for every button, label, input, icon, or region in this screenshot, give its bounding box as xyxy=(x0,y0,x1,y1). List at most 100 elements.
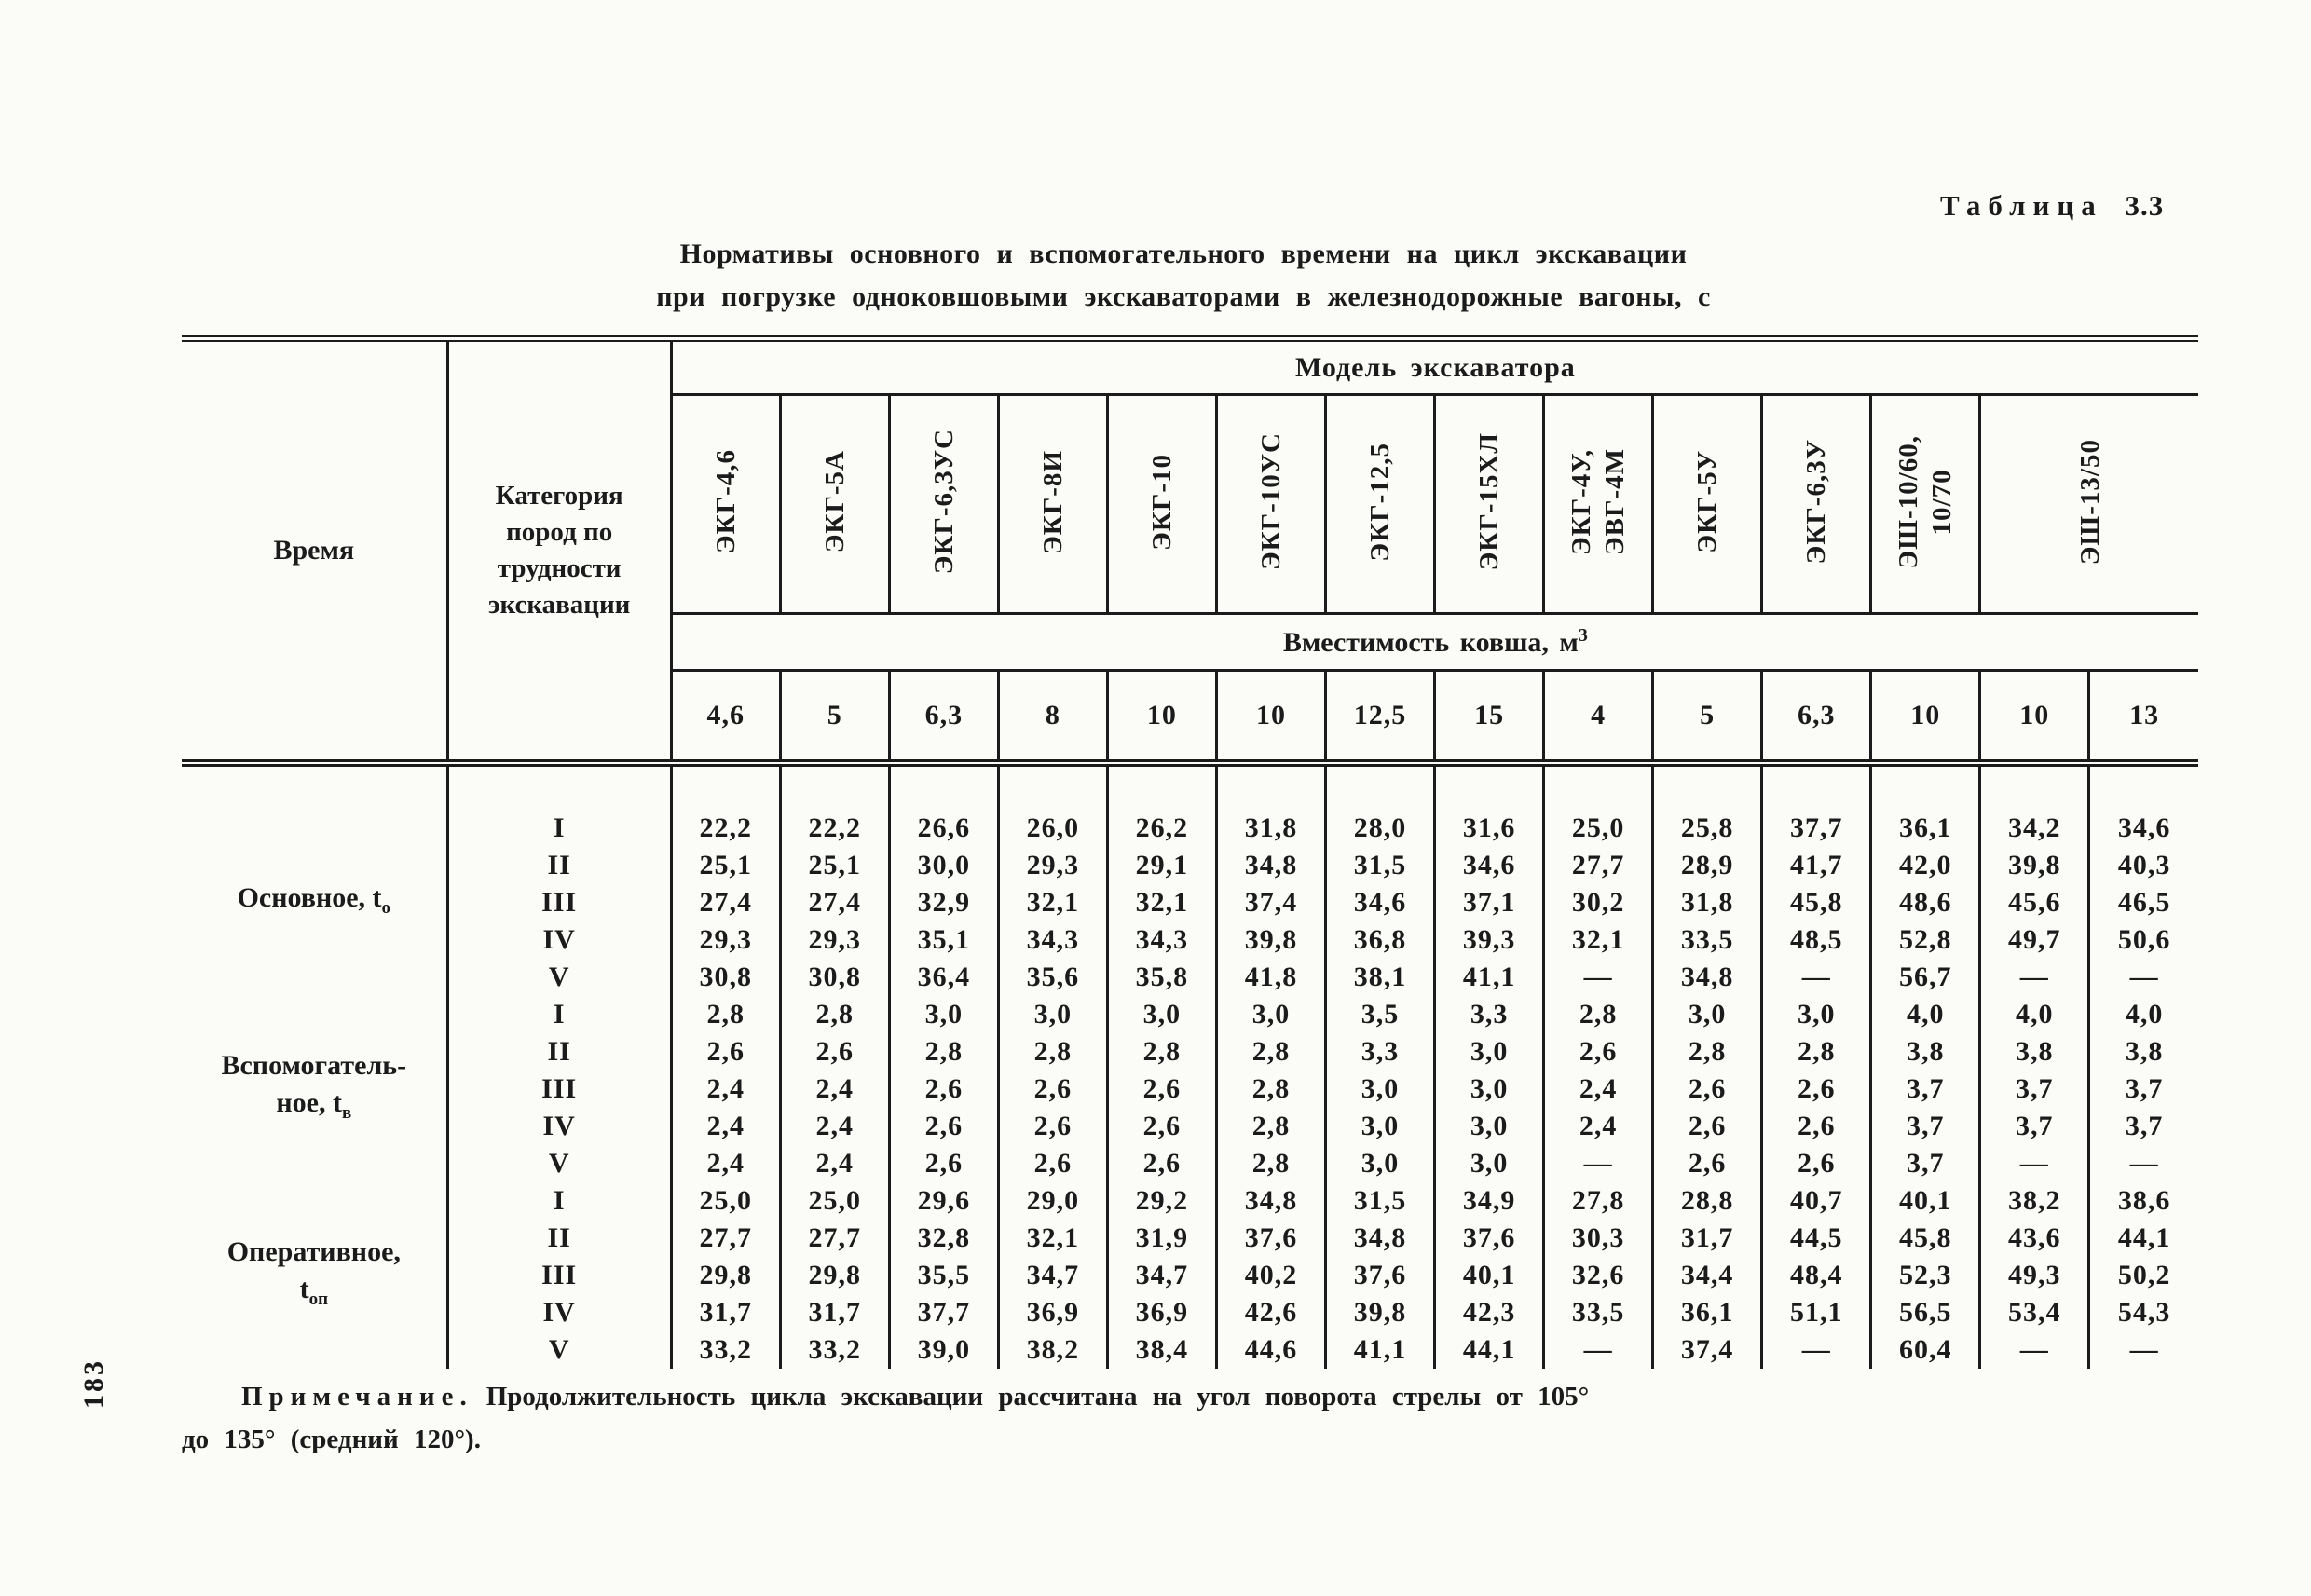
data-cell: — xyxy=(1543,1331,1655,1369)
data-cell: 29,3 xyxy=(998,847,1109,884)
data-cell: 31,6 xyxy=(1434,810,1546,847)
data-cell: 27,8 xyxy=(1543,1182,1655,1220)
model-header-cell: ЭШ-13/50 xyxy=(1979,394,2198,615)
data-cell: 29,1 xyxy=(1107,847,1218,884)
data-cell: 31,7 xyxy=(1652,1220,1764,1257)
time-group-label-line: ное, tв xyxy=(276,1086,352,1123)
model-label: ЭКГ-10УС xyxy=(1255,432,1286,571)
model-group-header: Модель экскаватора xyxy=(671,338,2198,396)
data-cell: 27,4 xyxy=(780,884,891,921)
data-cell: 40,1 xyxy=(1870,1182,1982,1220)
data-cell: 35,8 xyxy=(1107,959,1218,996)
data-cell: 40,2 xyxy=(1216,1257,1328,1294)
model-label: ЭШ-10/60, 10/70 xyxy=(1894,434,1958,569)
data-cell: 37,6 xyxy=(1216,1220,1328,1257)
data-cell: 29,8 xyxy=(780,1257,891,1294)
spacer-row xyxy=(182,763,2198,810)
data-cell: 3,8 xyxy=(2125,1036,2164,1067)
data-cell: — xyxy=(1543,959,1655,996)
data-cell: 2,6 xyxy=(889,1071,1000,1108)
spacer-cell xyxy=(1107,763,1218,810)
data-cell: 41,8 xyxy=(1216,959,1328,996)
data-cell: 36,1 xyxy=(1652,1294,1764,1331)
spacer-cell xyxy=(671,763,782,810)
data-cell: 2,8 xyxy=(998,1033,1109,1071)
data-cell: 32,1 xyxy=(998,884,1109,921)
note: Примечание. Продолжительность цикла экска… xyxy=(182,1375,1589,1461)
document-title-line2: при погрузке одноковшовыми экскаваторами… xyxy=(656,281,1711,312)
table-row: V 30,8 30,8 36,4 35,6 35,8 41,8 38,1 41,1—34,8—5… xyxy=(182,959,2198,996)
data-cell: 3,0 xyxy=(998,996,1109,1033)
data-cell: 2,6 xyxy=(780,1033,891,1071)
data-cell: 2,4 xyxy=(671,1108,782,1145)
model-label: ЭКГ-12,5 xyxy=(1365,442,1396,562)
spacer-cell xyxy=(1652,763,1764,810)
data-cell: 3,7 xyxy=(2125,1073,2164,1104)
table-row: II 27,7 27,7 32,8 32,1 31,9 37,6 34,8 37,6 30,3 31… xyxy=(182,1220,2198,1257)
model-header-cell: ЭКГ-10 xyxy=(1107,394,1218,615)
data-cell: 37,6 xyxy=(1434,1220,1546,1257)
data-cell: 29,8 xyxy=(671,1257,782,1294)
data-cell: 45,8 xyxy=(1870,1220,1982,1257)
data-cell: 37,1 xyxy=(1434,884,1546,921)
data-cell: 30,0 xyxy=(889,847,1000,884)
data-cell: 40,1 xyxy=(1434,1257,1546,1294)
data-cell: 25,0 xyxy=(671,1182,782,1220)
category-cell: I xyxy=(447,996,673,1033)
time-group-label-subscript: о xyxy=(381,897,391,918)
data-cell: — xyxy=(1761,1331,1873,1369)
data-cell: 2,6 xyxy=(1761,1108,1873,1145)
data-cell: 25,0 xyxy=(780,1182,891,1220)
data-cell: 35,6 xyxy=(998,959,1109,996)
data-cell: 52,3 xyxy=(1870,1257,1982,1294)
data-cell: 33,5 xyxy=(1652,921,1764,959)
data-cell: 44,1 xyxy=(1434,1331,1546,1369)
category-cell: II xyxy=(447,1033,673,1071)
data-cell: 2,8 xyxy=(1216,1071,1328,1108)
data-cell: 25,1 xyxy=(780,847,891,884)
data-cell: 60,4 xyxy=(1870,1331,1982,1369)
normatives-table: Время Категория пород по трудности экска… xyxy=(182,335,2198,1369)
model-header-cell: ЭКГ-6,3У xyxy=(1761,394,1873,615)
data-cell: 48,6 xyxy=(1870,884,1982,921)
data-cell: 34,2 xyxy=(1979,810,2091,847)
data-cell: 4,0 xyxy=(1870,996,1982,1033)
data-cell: 38,1 xyxy=(1325,959,1437,996)
model-header-cell: ЭКГ-4,6 xyxy=(671,394,782,615)
data-cell: — xyxy=(2129,1334,2159,1365)
data-cell: 51,1 xyxy=(1761,1294,1873,1331)
time-column-header: Время xyxy=(182,338,449,767)
data-cell: 2,6 xyxy=(998,1145,1109,1182)
data-cell: 2,8 xyxy=(1216,1108,1328,1145)
capacity-cell: 12,5 xyxy=(1325,670,1437,767)
spacer-cell xyxy=(1434,763,1546,810)
data-cell: 48,4 xyxy=(1761,1257,1873,1294)
model-label: ЭШ-13/50 xyxy=(2074,438,2105,566)
spacer-cell xyxy=(1543,763,1655,810)
category-cell: V xyxy=(447,1331,673,1369)
data-cell: 46,5 xyxy=(2117,887,2171,918)
data-cell: 37,7 xyxy=(1761,810,1873,847)
data-cell: 3,0 xyxy=(1434,1033,1546,1071)
data-cell: 27,4 xyxy=(671,884,782,921)
data-cell: 50,6 xyxy=(2117,924,2171,955)
capacity-header-text: Вместимость ковша, м xyxy=(1282,627,1579,658)
category-cell: II xyxy=(447,1220,673,1257)
data-cell: 38,2 xyxy=(1979,1182,2091,1220)
data-cell: 44,1 xyxy=(2117,1222,2171,1253)
data-cell: 36,1 xyxy=(1870,810,1982,847)
data-cell: 30,2 xyxy=(1543,884,1655,921)
category-cell: III xyxy=(447,1257,673,1294)
data-cell: 40,3 xyxy=(2117,850,2171,880)
data-cell: 3,7 xyxy=(1870,1071,1982,1108)
spacer-cell xyxy=(889,763,1000,810)
time-group-label-subscript: в xyxy=(341,1102,352,1123)
data-cell: 2,6 xyxy=(1107,1108,1218,1145)
data-cell: 31,7 xyxy=(671,1294,782,1331)
capacity-group-header: Вместимость ковша, м3 xyxy=(671,613,2198,672)
data-cell: 30,8 xyxy=(780,959,891,996)
data-cell: 45,6 xyxy=(1979,884,2091,921)
data-cell: 2,6 xyxy=(889,1145,1000,1182)
data-cell: 2,8 xyxy=(1107,1033,1218,1071)
table-row: III 2,4 2,4 2,6 2,6 2,6 2,8 3,0 3,0 2,4 2,6 2,6 3,7 3… xyxy=(182,1071,2198,1108)
